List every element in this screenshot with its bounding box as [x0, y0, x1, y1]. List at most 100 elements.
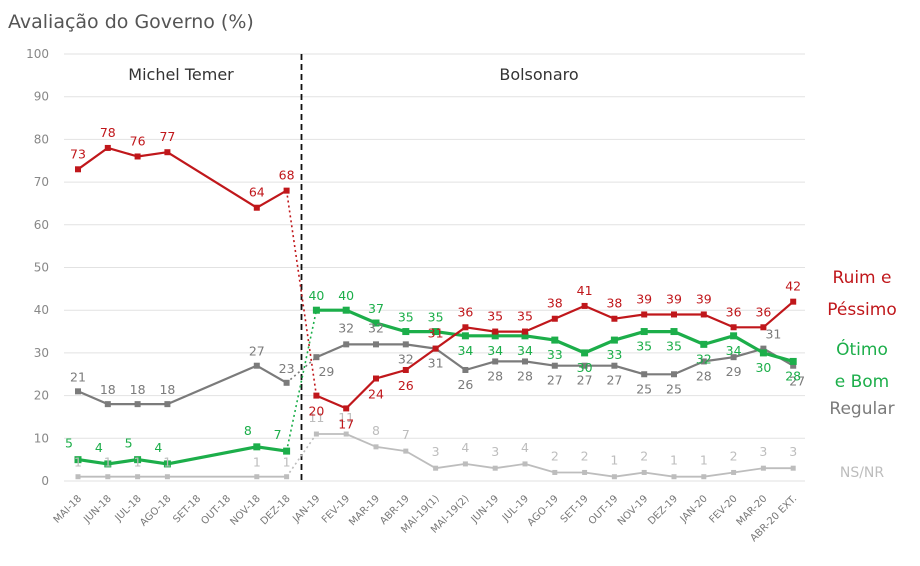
- data-label: 2: [581, 448, 589, 463]
- data-point: [522, 461, 528, 467]
- data-point: [462, 366, 469, 373]
- data-label: 32: [338, 320, 354, 335]
- data-label: 73: [70, 146, 86, 161]
- data-point: [611, 474, 617, 480]
- y-tick-label: 60: [34, 218, 49, 232]
- data-point: [492, 328, 499, 335]
- data-point: [581, 362, 588, 369]
- data-label: 1: [283, 455, 291, 470]
- series-ns-nr: [75, 431, 796, 480]
- series-line: [77, 445, 287, 466]
- data-point: [284, 474, 290, 480]
- data-point: [461, 332, 469, 340]
- data-label: 31: [428, 326, 444, 341]
- data-label: 18: [100, 382, 116, 397]
- data-label: 64: [249, 185, 265, 200]
- data-point: [731, 469, 737, 475]
- data-point: [671, 474, 677, 480]
- data-label: 1: [670, 453, 678, 468]
- data-point: [491, 332, 499, 340]
- data-label: 26: [398, 378, 414, 393]
- data-point: [402, 341, 409, 348]
- data-label: 27: [606, 373, 622, 388]
- series-line: [77, 146, 288, 209]
- data-point: [343, 405, 350, 412]
- data-label: 76: [130, 133, 146, 148]
- data-label: 34: [457, 343, 473, 358]
- data-label: 3: [491, 444, 499, 459]
- data-label: 1: [74, 455, 82, 470]
- data-label: 1: [610, 453, 618, 468]
- data-point: [283, 379, 290, 386]
- data-point: [372, 319, 380, 327]
- y-tick-label: 20: [34, 389, 49, 403]
- data-label: 28: [487, 368, 503, 383]
- data-point: [551, 336, 559, 344]
- x-tick-label: JUN-18: [81, 493, 114, 526]
- data-point: [402, 328, 410, 336]
- data-label: 11: [338, 410, 354, 425]
- data-label: 2: [640, 448, 648, 463]
- data-label: 27: [547, 373, 563, 388]
- data-label: 18: [130, 382, 146, 397]
- x-tick-label: AGO-18: [138, 493, 173, 528]
- data-point: [522, 328, 528, 335]
- data-label: 78: [100, 125, 116, 140]
- data-point: [701, 474, 707, 480]
- legend-entry: Regular: [829, 399, 894, 419]
- data-label: 40: [308, 288, 324, 303]
- data-label: 35: [636, 339, 652, 354]
- data-point: [373, 375, 379, 382]
- data-point: [283, 447, 291, 455]
- data-label: 42: [785, 279, 801, 294]
- data-label: 68: [279, 168, 295, 183]
- y-tick-label: 70: [34, 175, 49, 189]
- x-tick-label: JUN-19: [469, 493, 502, 526]
- data-point: [790, 362, 797, 369]
- data-label: 3: [789, 444, 797, 459]
- data-point: [670, 328, 678, 336]
- data-label: 2: [551, 448, 559, 463]
- data-label: 18: [159, 382, 175, 397]
- x-tick-label: SET-19: [559, 493, 591, 525]
- data-label: 11: [308, 410, 324, 425]
- data-label: 35: [398, 310, 414, 325]
- data-label: 8: [372, 423, 380, 438]
- data-label: 29: [726, 364, 742, 379]
- data-label: 7: [402, 427, 410, 442]
- data-label: 3: [759, 444, 767, 459]
- data-point: [75, 388, 81, 395]
- data-label: 29: [318, 364, 334, 379]
- y-tick-label: 50: [34, 261, 49, 275]
- x-tick-label: DEZ-18: [259, 493, 293, 527]
- x-tick-label: DEZ-19: [646, 493, 680, 527]
- series-ruim-e-pessimo: [75, 144, 797, 412]
- data-label: 32: [398, 351, 414, 366]
- data-label: 5: [65, 436, 73, 451]
- data-label: 32: [368, 320, 384, 335]
- data-point: [700, 311, 707, 318]
- data-point: [551, 362, 558, 369]
- data-point: [75, 474, 81, 480]
- data-point: [610, 336, 618, 344]
- data-point: [402, 366, 409, 373]
- data-point: [403, 448, 409, 454]
- data-label: 34: [487, 343, 503, 358]
- data-label: 39: [696, 291, 712, 306]
- data-label: 33: [547, 347, 563, 362]
- data-point: [462, 461, 468, 467]
- data-label: 28: [785, 368, 801, 383]
- data-label: 34: [726, 343, 742, 358]
- data-point: [492, 358, 499, 365]
- data-label: 17: [338, 416, 354, 431]
- data-point: [760, 324, 767, 331]
- data-label: 77: [159, 129, 175, 144]
- data-label: 41: [577, 283, 593, 298]
- data-point: [135, 474, 141, 480]
- series-connector: [286, 356, 317, 384]
- data-label: 26: [457, 377, 473, 392]
- period-label-temer: Michel Temer: [128, 65, 234, 84]
- x-tick-label: OUT-18: [199, 493, 233, 527]
